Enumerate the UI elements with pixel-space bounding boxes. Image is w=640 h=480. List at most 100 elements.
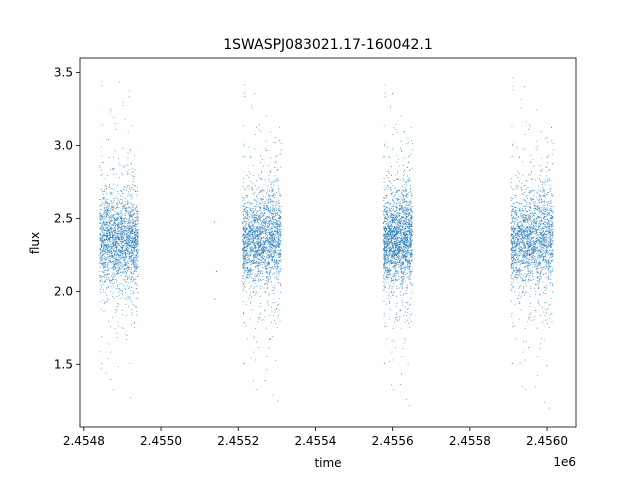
data-point (124, 189, 125, 191)
data-point (124, 230, 126, 232)
data-point (275, 204, 277, 206)
data-point (242, 213, 244, 215)
data-point (136, 241, 137, 243)
data-point (260, 237, 262, 238)
data-point (242, 233, 244, 235)
data-point (119, 213, 121, 215)
data-point (266, 235, 268, 237)
data-point (266, 255, 268, 256)
data-point (266, 265, 268, 267)
data-point (274, 193, 276, 195)
data-point (132, 189, 134, 190)
data-point (106, 214, 108, 215)
data-point (404, 252, 406, 254)
data-point (272, 244, 274, 246)
data-point (251, 247, 253, 249)
data-point (270, 201, 272, 203)
data-point (104, 266, 106, 268)
data-point (133, 225, 135, 226)
data-point (112, 261, 114, 262)
data-point (267, 276, 269, 277)
data-point (279, 250, 281, 251)
data-point (131, 301, 133, 303)
data-point (115, 246, 117, 248)
data-point (262, 231, 264, 233)
data-point (107, 261, 109, 263)
data-point (124, 234, 125, 236)
data-point (251, 273, 253, 275)
data-point (244, 217, 246, 219)
data-point (258, 228, 260, 230)
data-point (116, 245, 118, 247)
data-point (118, 303, 120, 305)
data-point (257, 262, 259, 264)
data-point (123, 206, 125, 208)
data-point (118, 162, 120, 164)
data-point (113, 244, 114, 246)
data-point (393, 218, 395, 220)
data-point (393, 235, 395, 237)
data-point (257, 244, 259, 245)
data-point (279, 234, 281, 236)
data-point (273, 268, 275, 269)
data-point (397, 212, 399, 214)
data-point (130, 252, 132, 254)
data-point (117, 227, 119, 229)
data-point (107, 209, 109, 211)
data-point (137, 238, 138, 240)
data-point (111, 280, 112, 281)
data-point (247, 220, 249, 222)
data-point (264, 206, 266, 208)
data-point (124, 249, 126, 251)
data-point (113, 254, 115, 256)
data-point (254, 237, 256, 239)
data-point (130, 290, 132, 291)
data-point (257, 219, 259, 221)
data-point (262, 279, 264, 280)
data-point (275, 162, 277, 163)
data-point (112, 238, 114, 240)
data-point (257, 235, 258, 237)
data-point (109, 217, 111, 219)
data-point (118, 158, 120, 160)
data-point (409, 188, 411, 190)
data-point (112, 201, 114, 203)
data-point (270, 256, 272, 258)
data-point (130, 231, 132, 232)
data-point (115, 232, 117, 233)
data-point (269, 276, 271, 277)
data-point (268, 243, 269, 244)
data-point (100, 233, 102, 235)
data-point (133, 223, 135, 225)
data-point (276, 275, 278, 277)
data-point (117, 191, 118, 192)
data-point (246, 236, 248, 238)
data-point (102, 268, 104, 269)
data-point (248, 202, 250, 204)
data-point (264, 242, 265, 244)
data-point (127, 152, 129, 154)
data-point (267, 227, 268, 229)
data-point (242, 222, 244, 224)
data-point (106, 233, 107, 235)
data-point (260, 240, 262, 242)
data-point (134, 264, 135, 266)
data-point (119, 284, 121, 286)
data-point (254, 233, 256, 235)
data-point (259, 314, 261, 316)
data-point (396, 229, 398, 231)
data-point (255, 250, 257, 252)
data-point (250, 209, 251, 211)
data-point (106, 273, 108, 275)
data-point (265, 203, 266, 205)
data-point (119, 237, 121, 239)
data-point (388, 255, 389, 257)
data-point (126, 279, 128, 281)
data-point (126, 189, 127, 191)
data-point (249, 225, 250, 227)
data-point (247, 250, 249, 251)
data-point (129, 244, 131, 246)
data-point (410, 240, 412, 242)
data-point (116, 227, 118, 229)
data-point (116, 184, 118, 186)
